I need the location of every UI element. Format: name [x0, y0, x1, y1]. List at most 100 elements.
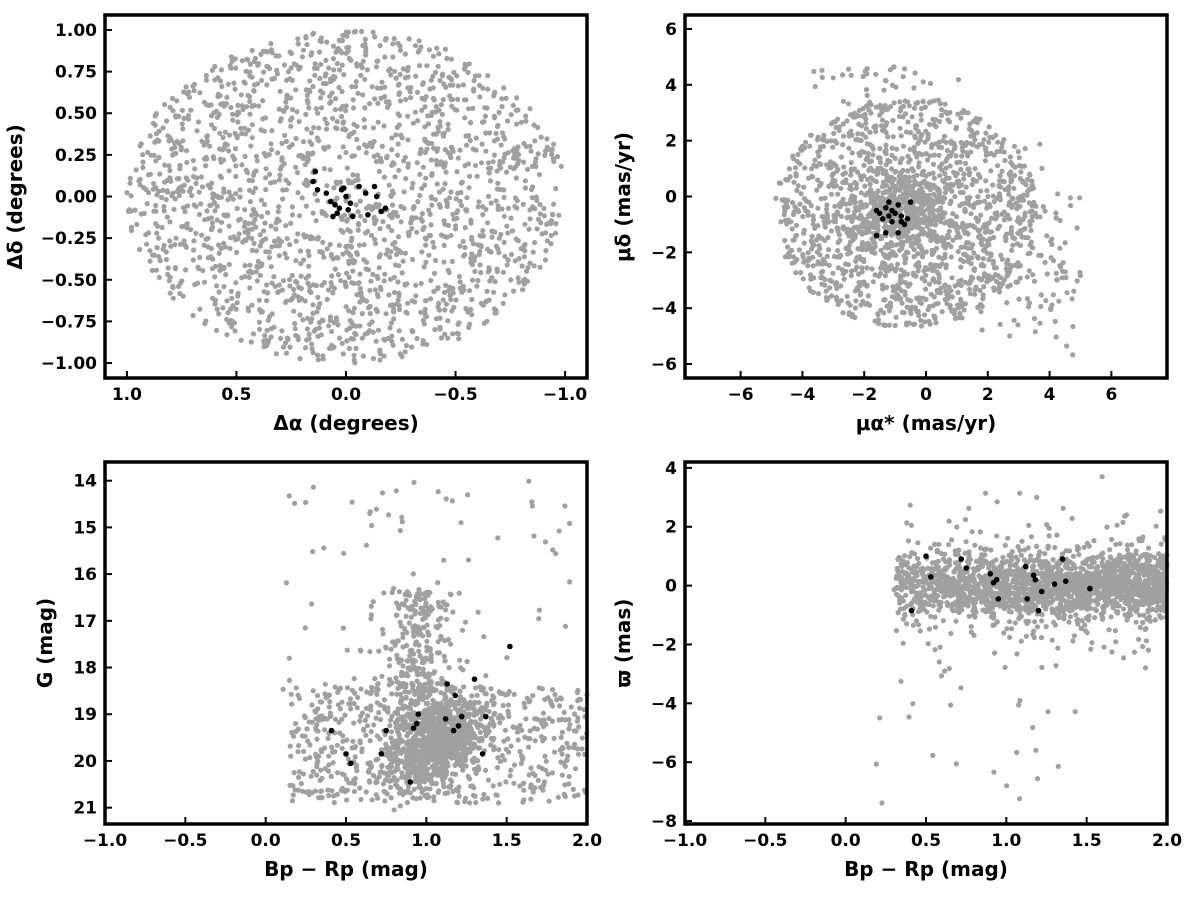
field-star-point [941, 133, 948, 139]
field-star-point [283, 340, 289, 346]
field-star-point [386, 99, 392, 105]
field-star-point [399, 354, 405, 360]
field-star-point [375, 58, 381, 64]
field-star-point [958, 115, 964, 121]
field-star-point [456, 320, 462, 326]
field-star-point [990, 275, 996, 281]
field-star-point [157, 258, 163, 264]
field-star-point [494, 168, 500, 174]
field-star-point [913, 123, 920, 129]
field-star-point [433, 131, 439, 137]
field-star-point [1019, 163, 1025, 169]
field-star-point [810, 254, 816, 260]
field-star-point [213, 263, 219, 269]
field-star-point [1006, 216, 1012, 222]
field-star-point [269, 128, 275, 134]
field-star-point [912, 321, 918, 327]
field-star-point [848, 250, 854, 256]
field-star-point [431, 244, 437, 250]
field-star-point [217, 78, 224, 84]
field-star-point [308, 130, 314, 136]
field-star-point [445, 335, 451, 341]
field-star-point [997, 321, 1003, 327]
member-star-point [327, 198, 334, 205]
field-star-point [999, 140, 1005, 146]
field-star-point [475, 277, 481, 284]
field-star-point [877, 146, 883, 152]
field-star-point [848, 72, 854, 78]
field-star-point [285, 69, 292, 75]
field-star-point [930, 207, 936, 213]
field-star-point [915, 260, 921, 266]
field-star-point [975, 255, 981, 261]
field-star-point [264, 82, 270, 88]
field-star-point [1011, 143, 1018, 149]
field-star-point [984, 205, 990, 211]
field-star-point [156, 235, 162, 241]
field-star-point [910, 270, 916, 276]
field-star-point [339, 37, 346, 44]
field-star-point [161, 208, 167, 214]
field-star-point [513, 175, 519, 181]
field-star-point [314, 309, 320, 315]
field-star-point [367, 287, 373, 294]
field-star-point [513, 107, 520, 113]
field-star-point [999, 144, 1005, 150]
field-star-point [221, 284, 227, 290]
field-star-point [302, 234, 308, 240]
field-star-point [440, 186, 446, 192]
field-star-point [196, 211, 203, 218]
field-star-point [340, 351, 346, 357]
field-star-point [185, 177, 191, 183]
field-star-point [335, 322, 341, 328]
field-star-point [948, 138, 954, 144]
field-star-point [283, 138, 289, 145]
field-star-point [794, 187, 800, 193]
field-star-point [225, 81, 231, 87]
field-star-point [925, 136, 931, 142]
field-star-point [146, 190, 152, 196]
field-star-point [140, 159, 146, 165]
field-star-point [370, 355, 377, 362]
field-star-point [806, 175, 812, 181]
field-star-point [498, 142, 504, 148]
field-star-point [321, 254, 327, 260]
field-star-point [835, 254, 841, 260]
field-star-point [180, 188, 186, 194]
field-star-point [351, 29, 357, 35]
field-star-point [434, 162, 440, 168]
field-star-point [949, 294, 955, 300]
field-star-point [167, 167, 173, 174]
field-star-point [911, 85, 917, 91]
field-star-point [249, 47, 255, 54]
field-star-point [179, 121, 185, 127]
field-star-point [350, 97, 356, 103]
field-star-point [778, 180, 784, 186]
field-star-point [127, 175, 133, 181]
field-star-point [936, 190, 942, 197]
field-star-point [451, 69, 457, 75]
field-star-point [436, 307, 443, 313]
field-star-point [458, 665, 464, 671]
field-star-point [907, 146, 913, 152]
field-star-point [226, 189, 232, 195]
field-star-point [396, 293, 402, 299]
field-star-point [997, 281, 1003, 287]
field-star-point [258, 197, 264, 203]
field-star-point [833, 281, 839, 287]
field-star-point [303, 177, 309, 183]
field-star-point [965, 197, 972, 203]
field-star-point [527, 143, 533, 149]
field-star-point [790, 237, 796, 243]
field-star-point [472, 254, 478, 260]
field-star-point [311, 125, 317, 131]
field-star-point [936, 254, 942, 260]
field-star-point [898, 277, 904, 283]
member-star-point [334, 210, 341, 216]
field-star-point [987, 229, 993, 235]
field-star-point [1062, 240, 1068, 246]
field-star-point [854, 181, 860, 187]
field-star-point [849, 150, 855, 156]
field-star-point [801, 184, 807, 190]
field-star-point [372, 287, 378, 293]
